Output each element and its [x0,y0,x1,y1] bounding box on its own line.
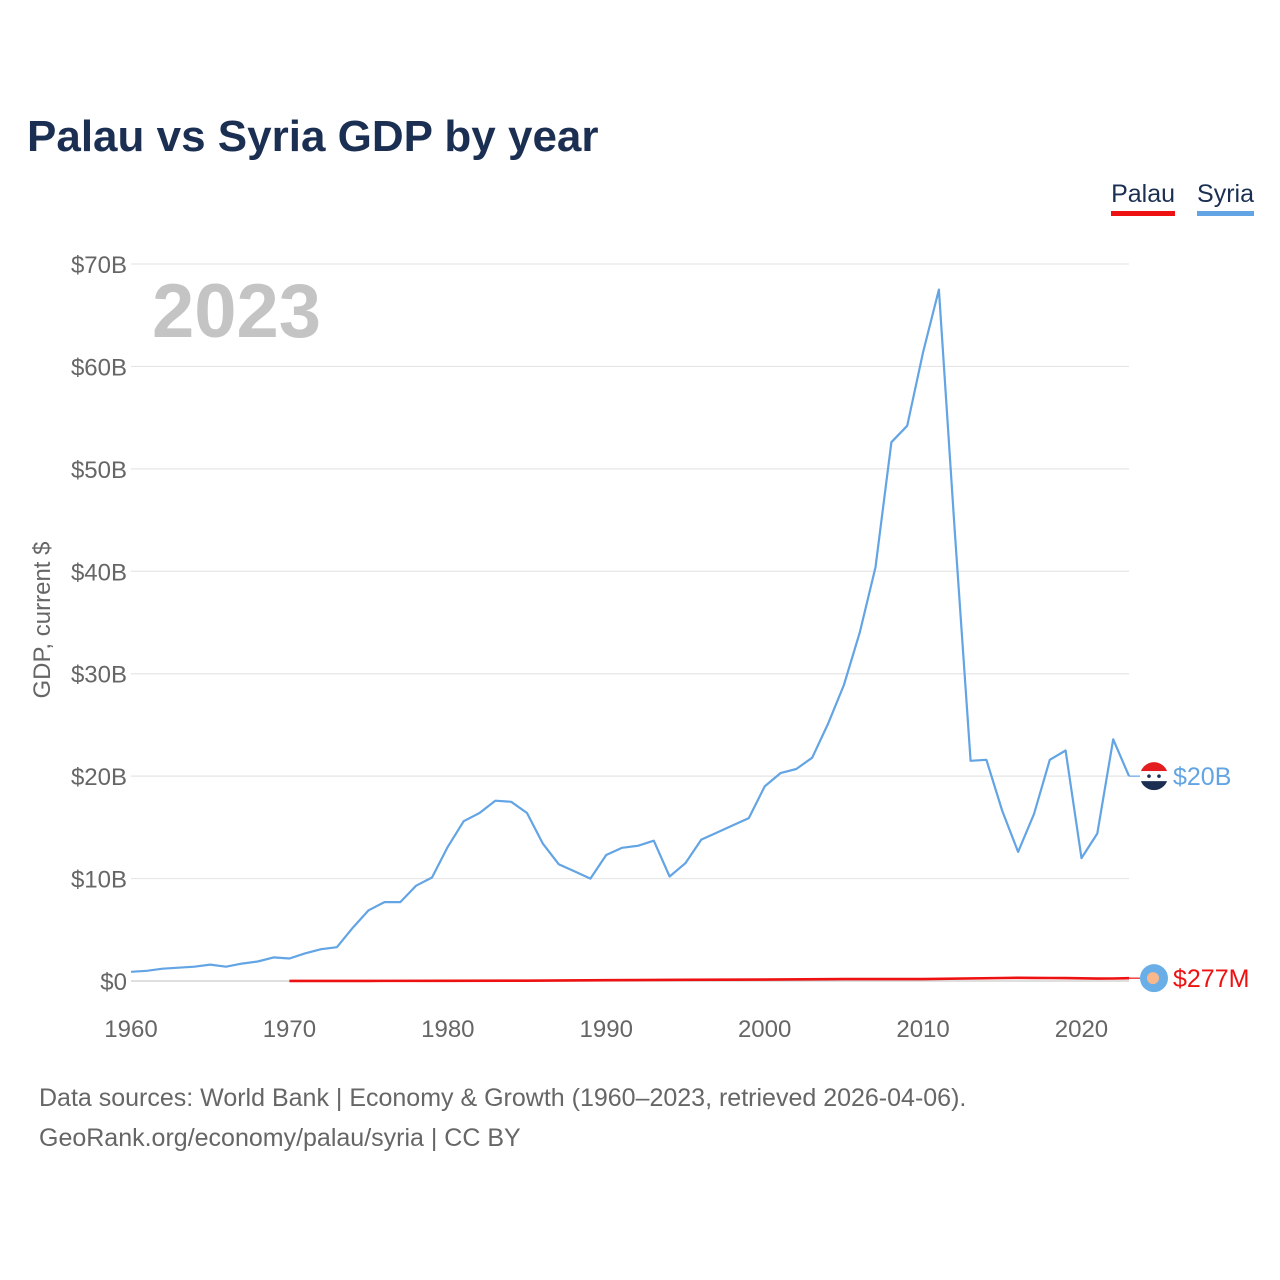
legend: Palau Syria [1111,180,1254,216]
source-link[interactable]: GeoRank.org/economy/palau/syria | CC BY [39,1124,521,1152]
series-line-syria[interactable] [130,288,1131,973]
end-label-syria: $20B [1173,763,1231,791]
y-tick-label: $20B [71,764,127,791]
y-axis-label: GDP, current $ [29,542,56,699]
y-tick-label: $60B [71,354,127,381]
y-axis-ticks: $0 $10B $20B $30B $40B $50B $60B $70B [71,252,127,996]
legend-item-syria[interactable]: Syria [1197,180,1254,216]
x-tick-label: 1960 [104,1016,157,1043]
chart-title: Palau vs Syria GDP by year [27,112,599,161]
palau-flag-icon [1140,964,1168,993]
y-tick-label: $70B [71,252,127,279]
y-tick-label: $0 [100,969,127,996]
y-tick-label: $30B [71,662,127,689]
x-tick-label: 2020 [1055,1016,1108,1043]
legend-item-palau[interactable]: Palau [1111,180,1176,216]
x-tick-label: 1970 [263,1016,316,1043]
x-axis-ticks: 1960 1970 1980 1990 2000 2010 2020 [104,1016,1108,1043]
y-tick-label: $50B [71,457,127,484]
source-note: Data sources: World Bank | Economy & Gro… [39,1084,967,1112]
y-tick-label: $10B [71,867,127,894]
y-tick-label: $40B [71,559,127,586]
year-watermark: 2023 [152,269,321,354]
x-tick-label: 2010 [896,1016,949,1043]
end-label-palau: $277M [1173,965,1249,993]
series-line-palau[interactable] [289,976,1130,983]
gdp-line-chart: 2023 $0 $10B $20B $30B $40B $50B $60B $70B 1960… [29,252,1249,1043]
x-tick-label: 1990 [580,1016,633,1043]
grid-lines [131,263,1129,982]
end-markers: $20B $277M [1129,762,1249,993]
series-lines [130,288,1131,983]
x-tick-label: 2000 [738,1016,791,1043]
syria-flag-icon [1140,762,1168,791]
x-tick-label: 1980 [421,1016,474,1043]
